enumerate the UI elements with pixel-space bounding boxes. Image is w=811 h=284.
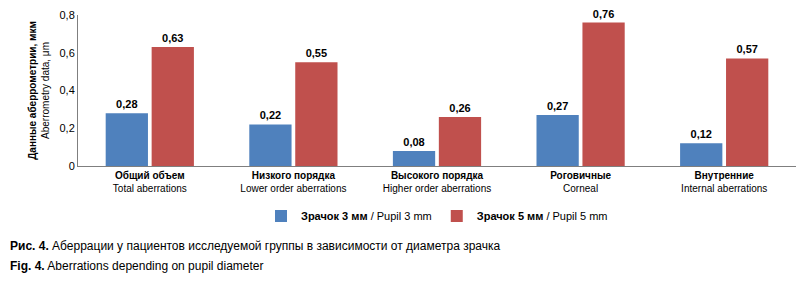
svg-text:0: 0 xyxy=(69,160,75,172)
svg-text:0,55: 0,55 xyxy=(306,47,327,59)
svg-text:0,28: 0,28 xyxy=(116,98,137,110)
svg-text:0,12: 0,12 xyxy=(691,128,712,140)
svg-text:0,76: 0,76 xyxy=(593,8,614,20)
svg-text:0,63: 0,63 xyxy=(162,32,183,44)
svg-text:ВнутренниеInternal aberrations: ВнутренниеInternal aberrations xyxy=(681,170,767,194)
svg-text:0,26: 0,26 xyxy=(449,102,470,114)
svg-text:0,8: 0,8 xyxy=(60,9,75,21)
svg-text:0,22: 0,22 xyxy=(260,109,281,121)
svg-text:Общий объемTotal aberrations: Общий объемTotal aberrations xyxy=(113,170,187,194)
svg-text:Высокого порядкаHigher order a: Высокого порядкаHigher order aberrations xyxy=(383,170,491,194)
svg-text:РоговичныеCorneal: РоговичныеCorneal xyxy=(550,170,611,194)
svg-text:0,4: 0,4 xyxy=(60,84,75,96)
svg-text:Данные аберрометрии, мкмAberro: Данные аберрометрии, мкмAberrometry data… xyxy=(27,21,51,160)
svg-text:0,08: 0,08 xyxy=(403,136,424,148)
svg-text:0,2: 0,2 xyxy=(60,122,75,134)
svg-text:Низкого порядкаLower order abe: Низкого порядкаLower order aberrations xyxy=(240,170,346,194)
svg-text:Зрачок 3 мм / Pupil 3 mm: Зрачок 3 мм / Pupil 3 mm xyxy=(301,210,432,222)
svg-text:Рис. 4. Аберрации у пациентов: Рис. 4. Аберрации у пациентов исследуемо… xyxy=(10,239,501,253)
svg-text:0,57: 0,57 xyxy=(736,43,757,55)
svg-text:0,6: 0,6 xyxy=(60,47,75,59)
svg-text:0,27: 0,27 xyxy=(547,100,568,112)
svg-text:Fig. 4. Aberrations depending: Fig. 4. Aberrations depending on pupil d… xyxy=(10,259,264,273)
svg-text:Зрачок 5 мм / Pupil 5 mm: Зрачок 5 мм / Pupil 5 mm xyxy=(477,210,608,222)
